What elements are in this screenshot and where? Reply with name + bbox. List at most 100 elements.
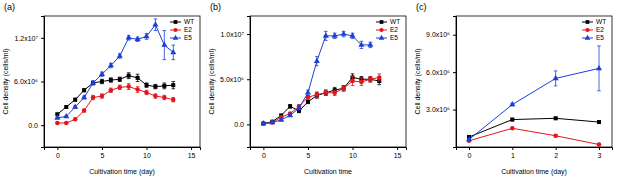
error-bar	[324, 90, 328, 95]
legend-marker	[173, 28, 177, 32]
x-axis-title: Cultivation time	[304, 168, 352, 175]
marker	[306, 100, 310, 104]
marker	[126, 84, 131, 89]
error-bar	[342, 86, 346, 91]
marker	[260, 120, 266, 125]
marker	[314, 58, 320, 63]
x-tick-mark	[263, 147, 264, 150]
legend-label: WT	[390, 18, 400, 25]
error-bar	[369, 77, 373, 82]
marker	[597, 120, 601, 124]
legend-label: WT	[596, 18, 606, 25]
marker	[100, 80, 104, 84]
legend-label: WT	[184, 18, 194, 25]
panel-title: (a)	[4, 2, 15, 12]
panel-title: (c)	[416, 2, 427, 12]
y-tick-mark	[41, 125, 44, 126]
marker	[99, 71, 105, 76]
marker	[324, 91, 329, 96]
error-bar	[333, 90, 337, 95]
error-bar	[288, 105, 292, 109]
x-tick: 10	[143, 147, 151, 159]
y-axis-title: Cell density (cells/ml)	[2, 48, 10, 114]
x-tick-mark	[57, 147, 58, 150]
legend-item: E2	[170, 26, 192, 33]
marker	[466, 136, 472, 141]
marker	[323, 32, 329, 37]
y-tick: 1.2x10⁷	[14, 35, 44, 42]
error-bar	[154, 84, 158, 88]
error-bar	[154, 94, 158, 98]
y-tick: 6.0x10⁶	[426, 69, 456, 76]
marker	[126, 34, 132, 39]
error-bar	[315, 92, 319, 97]
error-bar	[145, 90, 149, 94]
marker	[341, 31, 347, 36]
x-tick-label: 15	[394, 152, 402, 159]
error-bar	[597, 121, 601, 123]
marker	[136, 76, 140, 80]
error-bar	[82, 109, 86, 112]
marker	[135, 87, 140, 92]
marker	[171, 83, 175, 87]
marker	[170, 49, 176, 54]
marker	[82, 88, 86, 92]
marker	[63, 113, 69, 118]
error-bar	[306, 100, 310, 104]
marker	[332, 32, 338, 37]
data-area	[466, 46, 602, 147]
marker	[127, 74, 131, 78]
error-bar	[109, 78, 113, 82]
x-tick-mark	[512, 147, 513, 150]
marker	[342, 86, 346, 90]
x-tick: 5	[306, 147, 310, 159]
y-tick: 6.0x10⁶	[14, 78, 44, 85]
x-tick-label: 5	[306, 152, 310, 159]
y-tick: 1.0x10⁷	[220, 31, 250, 38]
marker	[288, 104, 292, 108]
y-tick-label: 5.0x10⁶	[220, 76, 244, 83]
legend-label: E2	[596, 26, 604, 33]
x-tick: 15	[188, 147, 196, 159]
error-bar	[100, 94, 104, 98]
data-area	[54, 19, 176, 125]
error-bar	[109, 88, 113, 92]
x-tick-label: 10	[349, 152, 357, 159]
legend-marker	[586, 20, 590, 24]
marker	[305, 89, 311, 94]
marker	[109, 88, 114, 93]
marker	[109, 78, 113, 82]
series-line	[469, 118, 599, 137]
marker	[368, 77, 373, 82]
x-tick: 2	[554, 147, 558, 159]
plot-frame	[250, 16, 406, 147]
y-axis-title: Cell density (cells/ml)	[208, 48, 216, 114]
series-line	[469, 128, 599, 144]
x-tick: 0	[262, 147, 266, 159]
x-tick-mark	[556, 147, 557, 150]
legend-item: E5	[582, 34, 604, 41]
series-line	[263, 77, 379, 123]
y-tick-mark	[247, 124, 250, 125]
y-tick-label: 0.0	[28, 122, 38, 129]
x-tick-label: 2	[554, 152, 558, 159]
figure: (a)0510150.06.0x10⁶1.2x10⁷WTE2E5Cultivat…	[0, 0, 617, 179]
y-tick: 3.0x10⁶	[426, 106, 456, 113]
x-tick-mark	[102, 147, 103, 150]
y-axis: 3.0x10⁶6.0x10⁶9.0x10⁶	[426, 17, 456, 148]
marker	[553, 134, 558, 139]
marker	[117, 53, 123, 58]
x-tick-label: 10	[143, 152, 151, 159]
series-line	[57, 25, 173, 118]
x-axis-line	[45, 148, 201, 151]
error-bar	[377, 74, 381, 81]
marker	[72, 103, 78, 108]
y-axis: 0.05.0x10⁶1.0x10⁷	[220, 17, 250, 148]
y-tick-label: 1.0x10⁷	[220, 31, 244, 38]
error-bar	[171, 98, 175, 102]
y-axis: 0.0 6.0x10⁶ 1.2x10⁷	[14, 17, 44, 148]
x-tick-mark	[469, 147, 470, 150]
x-tick: 5	[100, 147, 104, 159]
error-bar	[369, 77, 373, 82]
legend-marker	[379, 28, 383, 32]
